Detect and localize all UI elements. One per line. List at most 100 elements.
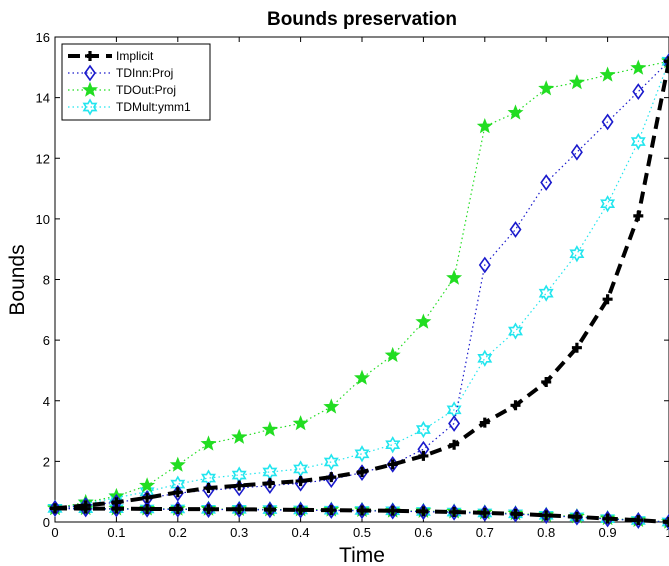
- data-point: [476, 118, 493, 134]
- data-point: [142, 492, 153, 503]
- x-tick-label: 0.2: [169, 525, 187, 540]
- data-point: [632, 83, 645, 100]
- data-point: [599, 66, 616, 82]
- series-layer: [47, 52, 669, 531]
- legend-label: Implicit: [116, 49, 154, 63]
- legend-label: TDOut:Proj: [116, 83, 176, 97]
- data-point: [601, 113, 614, 131]
- x-tick-label: 0.3: [230, 525, 248, 540]
- data-point: [479, 507, 490, 518]
- data-point: [602, 294, 613, 305]
- data-point: [540, 507, 553, 525]
- y-tick-label: 2: [43, 454, 50, 469]
- data-point: [142, 503, 153, 514]
- data-point: [570, 143, 583, 161]
- x-tick-label: 1: [665, 525, 669, 540]
- data-point: [508, 322, 523, 340]
- data-point: [292, 415, 309, 431]
- data-point: [234, 504, 245, 515]
- data-point: [294, 501, 307, 519]
- data-point: [571, 342, 582, 353]
- x-tick-label: 0.9: [599, 525, 617, 540]
- data-point: [323, 453, 339, 471]
- data-point: [261, 421, 278, 437]
- series-line-upper: [54, 61, 669, 509]
- x-tick-label: 0.1: [107, 525, 125, 540]
- data-point: [200, 435, 217, 451]
- x-tick-label: 0.5: [353, 525, 371, 540]
- data-point: [172, 503, 183, 514]
- y-tick-label: 10: [36, 212, 50, 227]
- series-implicit: [50, 56, 669, 527]
- legend-item-implicit: Implicit: [68, 49, 154, 63]
- data-point: [446, 269, 463, 285]
- data-point: [233, 501, 246, 518]
- data-point: [630, 59, 647, 75]
- y-tick-label: 14: [36, 91, 50, 106]
- data-point: [110, 500, 123, 518]
- data-point: [479, 417, 490, 428]
- data-point: [418, 450, 429, 461]
- data-point: [449, 506, 460, 517]
- y-tick-label: 12: [36, 151, 50, 166]
- x-tick-label: 0.7: [476, 525, 494, 540]
- y-tick-label: 16: [36, 30, 50, 45]
- legend-marker: [82, 98, 98, 116]
- x-tick-label: 0.6: [414, 525, 432, 540]
- data-point: [541, 510, 552, 521]
- data-point: [509, 221, 522, 238]
- data-point: [202, 501, 215, 518]
- data-point: [50, 503, 60, 514]
- data-point: [171, 500, 184, 518]
- data-point: [169, 456, 186, 472]
- data-point: [141, 500, 154, 518]
- data-point: [568, 74, 585, 90]
- data-point: [663, 52, 669, 70]
- data-point: [326, 505, 337, 516]
- y-tick-label: 0: [43, 515, 50, 530]
- legend-marker: [84, 64, 96, 82]
- data-point: [385, 436, 401, 454]
- data-point: [295, 504, 306, 515]
- y-tick-label: 4: [43, 394, 50, 409]
- data-point: [477, 349, 493, 367]
- data-point: [602, 513, 613, 524]
- data-point: [633, 210, 644, 221]
- data-point: [663, 513, 669, 531]
- x-tick-label: 0.8: [537, 525, 555, 540]
- data-point: [384, 346, 401, 363]
- data-point: [264, 478, 275, 489]
- data-point: [478, 256, 491, 274]
- data-point: [264, 504, 275, 515]
- data-point: [661, 52, 669, 70]
- data-point: [664, 517, 669, 527]
- data-point: [357, 466, 367, 477]
- data-point: [633, 515, 644, 526]
- data-point: [323, 398, 340, 414]
- legend-item-tdmult-ymm1: TDMult:ymm1: [68, 98, 191, 116]
- chart-title: Bounds preservation: [267, 9, 457, 30]
- legend-label: TDMult:ymm1: [116, 100, 191, 114]
- legend-marker: [85, 51, 95, 61]
- data-point: [418, 506, 429, 517]
- data-point: [540, 174, 553, 191]
- data-point: [541, 376, 552, 387]
- data-point: [630, 132, 646, 151]
- data-point: [538, 284, 554, 302]
- data-point: [571, 511, 582, 522]
- legend: Implicit TDInn:Proj TDOut:Proj TDMult:ymm1: [61, 43, 211, 121]
- data-point: [295, 476, 306, 487]
- legend-label: TDInn:Proj: [116, 66, 173, 80]
- data-point: [510, 508, 521, 519]
- data-point: [449, 439, 460, 450]
- data-point: [231, 428, 248, 444]
- y-axis-label: Bounds: [6, 244, 29, 315]
- y-tick-label: 8: [43, 273, 50, 288]
- data-point: [111, 503, 122, 514]
- data-point: [80, 503, 91, 514]
- data-point: [510, 400, 521, 411]
- data-point: [203, 504, 214, 515]
- data-point: [354, 369, 370, 385]
